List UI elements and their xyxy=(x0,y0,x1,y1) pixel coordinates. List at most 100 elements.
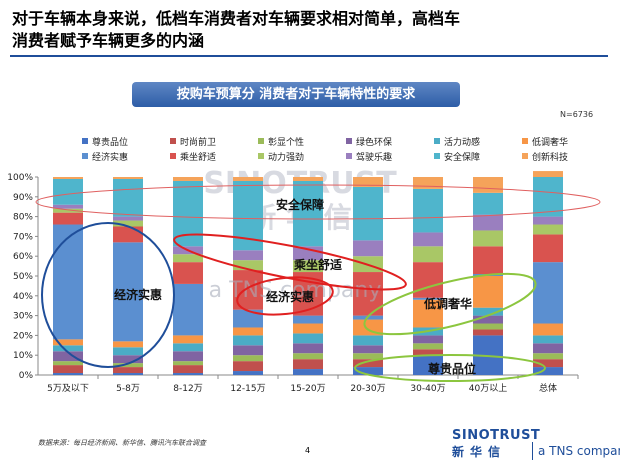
legend-item: 彰显个性 xyxy=(258,137,304,149)
legend-swatch xyxy=(82,153,88,159)
legend-swatch xyxy=(170,153,176,159)
legend-item: 时尚前卫 xyxy=(170,137,216,149)
sample-size-label: N=6736 xyxy=(560,110,594,119)
bar-segment xyxy=(173,177,203,181)
legend-label: 动力强劲 xyxy=(268,153,305,163)
bar-segment xyxy=(293,323,323,334)
bar-segment xyxy=(353,335,383,346)
bar-segment xyxy=(173,335,203,344)
x-tick-label: 总体 xyxy=(539,382,557,394)
bar-segment xyxy=(293,333,323,344)
bar-segment xyxy=(533,335,563,344)
x-tick-label: 20-30万 xyxy=(350,384,385,394)
bar-segment xyxy=(473,276,503,308)
bar-segment xyxy=(173,254,203,263)
bar-segment xyxy=(293,246,323,261)
bar-segment xyxy=(53,177,83,179)
y-tick-label: 30% xyxy=(13,312,33,322)
bar-segment xyxy=(473,192,503,215)
prestige-annotation: 尊贵品位 xyxy=(428,361,476,376)
legend-item: 尊贵品位 xyxy=(82,137,128,149)
bar-segment xyxy=(53,361,83,366)
bar-segment xyxy=(173,283,203,336)
bar-segment xyxy=(173,373,203,375)
economy-small-annotation: 经济实惠 xyxy=(266,289,314,304)
x-tick-label: 40万以上 xyxy=(469,383,507,394)
bar-segment xyxy=(413,299,443,328)
legend-item: 动力强劲 xyxy=(258,152,304,164)
bar-segment xyxy=(113,177,143,179)
y-tick-label: 20% xyxy=(13,331,33,341)
x-tick-label: 8-12万 xyxy=(173,384,202,394)
bar-segment xyxy=(233,177,263,181)
bar-segment xyxy=(53,373,83,375)
stacked-bar-chart: 0%10%20%30%40%50%60%70%80%90%100%SINOTRU… xyxy=(7,166,601,394)
bar-segment xyxy=(113,220,143,227)
bar-segment xyxy=(293,260,323,273)
luxury-highlight-ellipse xyxy=(363,272,537,336)
bar-segment xyxy=(353,359,383,368)
bar-segment xyxy=(113,178,143,217)
economy-annotation: 经济实惠 xyxy=(114,287,162,302)
bar-segment xyxy=(53,178,83,205)
bar-segment xyxy=(353,367,383,375)
legend-label: 创新科技 xyxy=(532,153,569,163)
bar-segment xyxy=(293,180,323,247)
legend-label: 低调奢华 xyxy=(532,138,569,148)
bar-segment xyxy=(413,232,443,247)
economy-small-highlight-ellipse xyxy=(236,276,334,316)
bar-segment xyxy=(533,177,563,217)
comfort-annotation: 乘坐舒适 xyxy=(293,257,342,272)
bar-segment xyxy=(533,353,563,360)
y-tick-label: 50% xyxy=(13,272,33,282)
y-tick-label: 90% xyxy=(13,193,33,203)
bar-segment xyxy=(413,262,443,298)
bar-segment xyxy=(233,345,263,356)
legend-item: 乘坐舒适 xyxy=(170,152,216,164)
legend-label: 安全保障 xyxy=(444,153,481,163)
bar-segment xyxy=(533,359,563,368)
prestige-highlight-ellipse xyxy=(354,354,546,382)
bar-segment xyxy=(233,260,263,271)
legend-swatch xyxy=(434,138,440,144)
legend-swatch xyxy=(258,138,264,144)
legend-swatch xyxy=(346,153,352,159)
bar-segment xyxy=(233,327,263,336)
legend-item: 安全保障 xyxy=(434,152,480,164)
bar-segment xyxy=(293,343,323,354)
legend-label: 乘坐舒适 xyxy=(180,153,217,163)
bar-segment xyxy=(53,208,83,213)
bar-segment xyxy=(173,361,203,366)
title-divider xyxy=(10,55,608,57)
bar-segment xyxy=(113,355,143,364)
slide-title: 对于车辆本身来说，低档车消费者对车辆要求相对简单，高档车 消费者赋予车辆更多的内… xyxy=(12,8,572,52)
x-tick-label: 5万及以下 xyxy=(47,383,89,394)
bar-segment xyxy=(113,367,143,374)
bar-segment xyxy=(413,343,443,350)
bar-segment xyxy=(533,216,563,225)
bar-segment xyxy=(413,177,443,189)
bar-segment xyxy=(533,171,563,177)
brand-logo: SINOTRUST 新华信 a TNS company xyxy=(452,428,620,460)
bar-segment xyxy=(353,186,383,241)
bar-segment xyxy=(473,329,503,336)
bar-segment xyxy=(53,351,83,362)
bar-segment xyxy=(53,212,83,225)
y-tick-label: 0% xyxy=(19,371,34,381)
economy-highlight-ellipse xyxy=(41,222,175,368)
bar-segment xyxy=(233,250,263,261)
bar-segment xyxy=(533,234,563,263)
bar-segment xyxy=(233,361,263,372)
bar-segment xyxy=(473,307,503,316)
legend-swatch xyxy=(258,153,264,159)
legend-label: 驾驶乐趣 xyxy=(356,153,393,163)
bar-segment xyxy=(533,262,563,324)
bar-segment xyxy=(233,355,263,362)
y-tick-label: 70% xyxy=(13,232,33,242)
chart-banner: 按购车预算分 消费者对于车辆特性的要求 xyxy=(132,82,460,107)
legend-label: 尊贵品位 xyxy=(92,138,129,148)
slide-title-line1: 对于车辆本身来说，低档车消费者对车辆要求相对简单，高档车 xyxy=(12,9,461,28)
bar-segment xyxy=(473,177,503,193)
bar-segment xyxy=(173,365,203,374)
bar-segment xyxy=(53,224,83,340)
